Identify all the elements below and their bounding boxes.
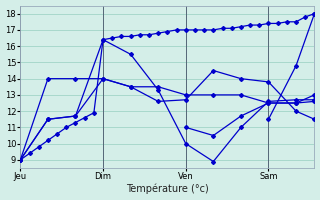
X-axis label: Température (°c): Température (°c) xyxy=(126,184,209,194)
